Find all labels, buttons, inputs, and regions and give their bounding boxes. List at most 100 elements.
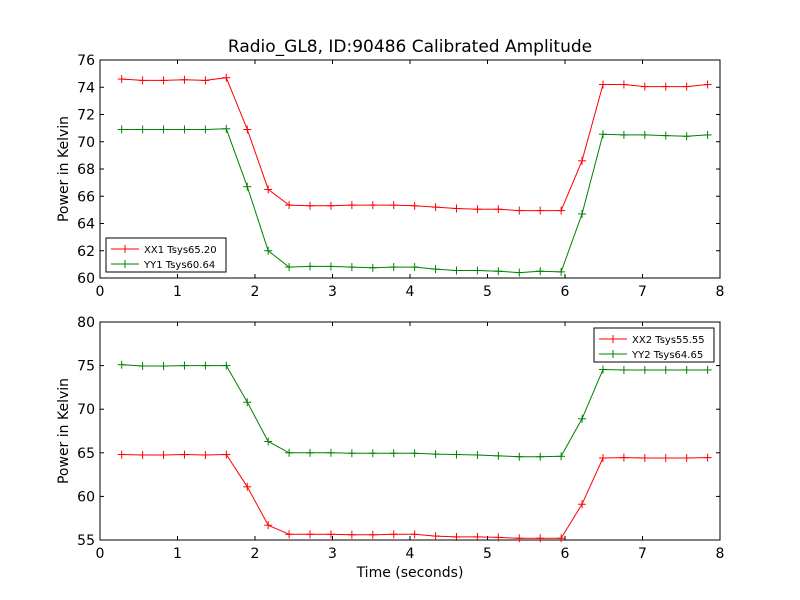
x-tick-label: 5	[483, 546, 492, 562]
legend-box	[593, 327, 715, 363]
data-point	[578, 209, 587, 218]
x-tick-label: 0	[96, 284, 105, 300]
data-point	[452, 532, 461, 541]
data-point	[557, 534, 566, 543]
data-point	[347, 201, 356, 210]
data-point	[661, 454, 670, 463]
data-point	[117, 360, 126, 369]
y-tick-label: 72	[77, 108, 95, 124]
x-axis-label: Time (seconds)	[356, 565, 464, 581]
data-point	[494, 533, 503, 542]
legend-label: XX2 Tsys55.55	[632, 335, 705, 346]
bottom-plot: 0 1 2 3 4 5 6 7 8 55 60 65 70 75 80 Power in Kelvin Time…	[56, 315, 724, 581]
data-point	[159, 76, 168, 85]
data-point	[138, 362, 147, 371]
x-tick-label: 7	[638, 284, 647, 300]
data-point	[473, 450, 482, 459]
data-point	[536, 452, 545, 461]
data-point	[703, 365, 712, 374]
data-point	[180, 125, 189, 134]
data-point	[557, 206, 566, 215]
data-point	[264, 185, 273, 194]
y-tick-label: 66	[77, 189, 95, 205]
data-point	[368, 449, 377, 458]
y-tick-label: 75	[77, 359, 95, 375]
data-point	[264, 246, 273, 255]
data-point	[368, 201, 377, 210]
data-point	[285, 263, 294, 272]
data-point	[536, 206, 545, 215]
data-point	[598, 365, 607, 374]
data-point	[431, 532, 440, 541]
data-point	[159, 450, 168, 459]
data-point	[515, 268, 524, 277]
y-tick-label: 65	[77, 446, 95, 462]
data-point	[159, 125, 168, 134]
data-point	[138, 450, 147, 459]
data-point	[201, 361, 210, 370]
series-yy1	[117, 124, 712, 277]
data-point	[180, 361, 189, 370]
x-tick-label: 2	[251, 546, 260, 562]
data-point	[598, 454, 607, 463]
data-point	[180, 450, 189, 459]
series-yy2	[117, 360, 712, 461]
x-tick-label: 4	[406, 284, 415, 300]
x-tick-label: 6	[561, 284, 570, 300]
y-axis-label: Power in Kelvin	[56, 116, 72, 222]
legend-box	[105, 237, 227, 273]
data-point	[536, 267, 545, 276]
data-point	[452, 204, 461, 213]
data-point	[347, 263, 356, 272]
y-tick-label: 62	[77, 244, 95, 260]
data-point	[557, 267, 566, 276]
data-point	[682, 132, 691, 141]
data-point	[201, 125, 210, 134]
data-point	[557, 452, 566, 461]
data-point	[682, 365, 691, 374]
x-tick-label: 4	[406, 546, 415, 562]
data-point	[703, 453, 712, 462]
data-point	[243, 125, 252, 134]
y-tick-label: 60	[77, 271, 95, 287]
data-point	[473, 532, 482, 541]
data-point	[661, 131, 670, 140]
series-xx2	[117, 450, 712, 543]
data-point	[159, 362, 168, 371]
data-point	[389, 201, 398, 210]
x-tick-label: 3	[328, 284, 337, 300]
x-tick-label: 1	[173, 284, 182, 300]
data-point	[578, 156, 587, 165]
data-point	[410, 201, 419, 210]
data-point	[264, 437, 273, 446]
data-point	[347, 530, 356, 539]
data-point	[410, 263, 419, 272]
data-point	[326, 530, 335, 539]
data-point	[222, 124, 231, 133]
data-point	[389, 449, 398, 458]
data-point	[180, 75, 189, 84]
data-point	[515, 206, 524, 215]
data-point	[306, 201, 315, 210]
data-point	[222, 361, 231, 370]
legend: XX1 Tsys65.20 YY1 Tsys60.64	[105, 237, 227, 273]
data-point	[619, 365, 628, 374]
data-point	[661, 82, 670, 91]
data-point	[243, 398, 252, 407]
data-point	[368, 530, 377, 539]
legend: XX2 Tsys55.55 YY2 Tsys64.65	[593, 327, 715, 363]
y-axis-label: Power in Kelvin	[56, 378, 72, 484]
data-point	[243, 482, 252, 491]
data-point	[703, 80, 712, 89]
data-point	[452, 266, 461, 275]
data-point	[285, 530, 294, 539]
data-point	[515, 452, 524, 461]
data-point	[264, 521, 273, 530]
data-point	[222, 450, 231, 459]
data-point	[494, 205, 503, 214]
data-point	[431, 203, 440, 212]
data-point	[473, 205, 482, 214]
y-tick-label: 55	[77, 533, 95, 549]
